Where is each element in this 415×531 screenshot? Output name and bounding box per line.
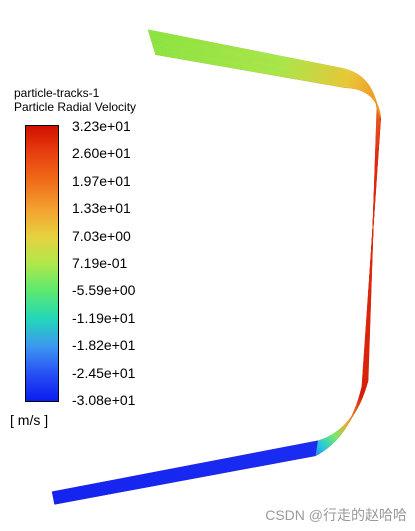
particle-track-bottom-segment	[52, 442, 318, 495]
colorbar-tick-label: 2.60e+01	[72, 145, 131, 162]
legend-title-line2: Particle Radial Velocity	[14, 100, 137, 114]
colorbar-tick-label: -3.08e+01	[72, 392, 136, 408]
particle-track-bend-segment	[317, 380, 368, 443]
colorbar	[25, 125, 59, 402]
particle-track-bottom-segment	[54, 453, 316, 504]
particle-track-bottom-segment	[52, 446, 318, 498]
colorbar-unit: [ m/s ]	[10, 412, 49, 428]
particle-track-bottom-segment	[53, 447, 317, 499]
particle-track-bottom-segment	[53, 451, 317, 502]
particle-track	[53, 47, 381, 502]
particle-track	[53, 46, 380, 501]
particle-track-bottom-segment	[52, 441, 318, 494]
particle-track-bottom-segment	[53, 448, 317, 499]
particle-track-bottom-segment	[52, 441, 318, 493]
particle-track-bottom-segment	[52, 445, 318, 497]
particle-track-bottom-segment	[54, 454, 316, 505]
particle-track-bottom-segment	[52, 445, 318, 497]
legend-title-line1: particle-tracks-1	[14, 86, 100, 100]
particle-track-bottom-segment	[53, 449, 317, 501]
particle-track-bend-segment	[315, 387, 363, 456]
watermark: CSDN @行走的赵哈哈	[265, 507, 407, 523]
particle-track-bottom-segment	[51, 440, 319, 493]
particle-track	[53, 45, 380, 501]
colorbar-tick-label: -1.19e+01	[72, 309, 136, 326]
particle-track-bottom-segment	[53, 448, 317, 500]
particle-track-bottom-segment	[53, 452, 317, 503]
particle-track-bend-segment	[316, 382, 366, 448]
colorbar-tick-label: 1.97e+01	[72, 172, 131, 189]
particle-track-bottom-segment	[53, 452, 317, 503]
particle-track-bottom-segment	[52, 444, 318, 496]
particle-track-top-segment	[155, 53, 382, 118]
particle-track-bend-segment	[317, 380, 368, 444]
particle-track-bottom-segment	[53, 449, 317, 500]
particle-track-bend-segment	[317, 381, 367, 446]
colorbar-tick-label: -5.59e+00	[72, 282, 136, 299]
colorbar-tick-label: 1.33e+01	[72, 200, 131, 217]
particle-track-bottom-segment	[52, 444, 318, 497]
particle-track-bend-segment	[316, 383, 366, 449]
particle-track-bottom-segment	[53, 450, 317, 501]
particle-track-bottom-segment	[54, 455, 316, 505]
particle-track-bottom-segment	[52, 443, 318, 495]
particle-track-bottom-segment	[53, 450, 317, 501]
particle-track-bend-segment	[317, 380, 368, 444]
colorbar-tick-label: 7.03e+00	[72, 227, 131, 244]
particle-track	[53, 48, 381, 502]
particle-track-bend-segment	[317, 382, 367, 447]
particle-track-bend-segment	[317, 382, 367, 446]
legend-title: particle-tracks-1 Particle Radial Veloci…	[14, 86, 136, 114]
particle-track-bend-segment	[316, 382, 367, 447]
colorbar-tick-label: 3.23e+01	[72, 118, 131, 134]
colorbar-tick-label: -2.45e+01	[72, 364, 136, 381]
particle-track-bottom-segment	[52, 442, 318, 494]
particle-track-bottom-segment	[52, 447, 318, 498]
colorbar-tick-label: 7.19e-01	[72, 255, 128, 271]
colorbar-tick-label: -1.82e+01	[72, 337, 136, 354]
particle-track-bend-segment	[316, 383, 366, 448]
particle-track-bottom-segment	[52, 443, 318, 496]
particle-track-bottom-segment	[53, 451, 317, 502]
particle-track-bend-segment	[317, 381, 368, 445]
particle-track-bottom-segment	[54, 454, 316, 504]
particle-track-bend-segment	[317, 381, 368, 445]
